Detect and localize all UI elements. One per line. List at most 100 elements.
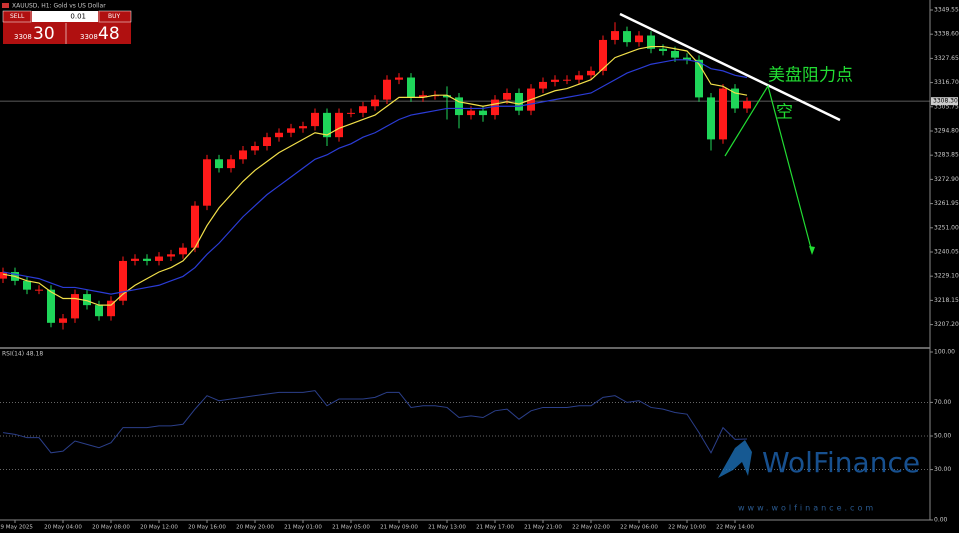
x-tick-label: 20 May 08:00: [92, 525, 130, 531]
candle-body: [359, 106, 367, 113]
candle-body: [215, 159, 223, 169]
x-tick-label: 21 May 21:00: [524, 525, 562, 531]
sell-button[interactable]: [2, 10, 32, 23]
rsi-tick-label: 30.00: [934, 466, 951, 473]
annotation: 美盘阻力点: [768, 66, 853, 86]
candle-body: [155, 256, 163, 261]
candle-body: [47, 289, 55, 323]
candle-body: [719, 88, 727, 140]
rsi-tick-label: 100.00: [934, 349, 955, 356]
candle-body: [575, 75, 583, 80]
current-price-label: 3308.30: [933, 98, 958, 105]
watermark-logo: [718, 440, 752, 478]
arrow-head: [809, 246, 815, 255]
y-tick-label: 3240.05: [934, 248, 959, 255]
x-tick-label: 21 May 01:00: [284, 525, 322, 531]
candle-body: [599, 39, 607, 71]
candle-body: [167, 254, 175, 257]
x-tick-label: 20 May 16:00: [188, 525, 226, 531]
candle-body: [35, 289, 43, 291]
candle-body: [659, 48, 667, 51]
moving-average: [2, 59, 748, 295]
candle-body: [0, 271, 7, 279]
candle-body: [131, 258, 139, 261]
x-tick-label: 21 May 05:00: [332, 525, 370, 531]
chart-title: XAUUSD, H1: Gold vs US Dollar: [12, 3, 106, 10]
y-tick-label: 3261.95: [934, 200, 959, 207]
y-tick-label: 3338.60: [934, 31, 959, 38]
flag-icon: [2, 3, 9, 8]
x-tick-label: 21 May 17:00: [476, 525, 514, 531]
candle-body: [395, 77, 403, 80]
lot-value: 0.01: [70, 13, 86, 21]
x-tick-label: 21 May 09:00: [380, 525, 418, 531]
candle-body: [347, 112, 355, 114]
candle-body: [551, 79, 559, 82]
y-tick-label: 3272.90: [934, 176, 959, 183]
candle-body: [731, 88, 739, 109]
candle-body: [251, 146, 259, 151]
x-tick-label: 22 May 06:00: [620, 525, 658, 531]
watermark-url: www.wolfinance.com: [738, 504, 876, 513]
candle-body: [275, 132, 283, 138]
candle-body: [479, 110, 487, 116]
x-tick-label: 22 May 02:00: [572, 525, 610, 531]
y-tick-label: 3327.65: [934, 55, 959, 62]
x-tick-label: 21 May 13:00: [428, 525, 466, 531]
candle-body: [515, 92, 523, 111]
candle-body: [743, 101, 751, 109]
candle-body: [647, 35, 655, 49]
candle-body: [95, 305, 103, 317]
candle-body: [563, 79, 571, 81]
candle-body: [179, 247, 187, 255]
candle-body: [335, 112, 343, 138]
rsi-label: RSI(14) 48.18: [2, 351, 43, 358]
y-tick-label: 3251.00: [934, 224, 959, 231]
sell-price-pips: 30: [33, 24, 55, 44]
candle-body: [323, 112, 331, 138]
candle-body: [539, 81, 547, 89]
x-tick-label: 22 May 14:00: [716, 525, 754, 531]
y-tick-label: 3316.70: [934, 79, 959, 86]
x-tick-label: 20 May 04:00: [44, 525, 82, 531]
candle-body: [587, 70, 595, 76]
candle-body: [683, 57, 691, 60]
y-tick-label: 3349.55: [934, 6, 959, 13]
trendline: [619, 12, 841, 122]
y-tick-label: 3305.75: [934, 103, 959, 110]
buy-price: 3308: [80, 33, 98, 41]
lot-input[interactable]: [32, 11, 98, 22]
rsi-line: [2, 390, 748, 454]
current-price-box: [931, 97, 958, 106]
candle-body: [383, 79, 391, 100]
candle-body: [503, 92, 511, 100]
candle-body: [191, 205, 199, 248]
candle-body: [419, 95, 427, 98]
candle-body: [707, 97, 715, 140]
buy-button[interactable]: [98, 10, 132, 23]
forecast-arrow: [724, 84, 813, 253]
candle-body: [203, 159, 211, 206]
candle-body: [695, 59, 703, 98]
rsi-tick-label: 50.00: [934, 433, 951, 440]
candle-body: [83, 294, 91, 306]
candle-body: [623, 31, 631, 43]
candle-body: [107, 300, 115, 317]
x-tick-label: 20 May 20:00: [236, 525, 274, 531]
candle-body: [299, 126, 307, 129]
candle-body: [407, 77, 415, 98]
candle-body: [443, 95, 451, 98]
x-tick-label: 22 May 10:00: [668, 525, 706, 531]
sell-price: 3308: [14, 33, 32, 41]
candle-body: [467, 110, 475, 116]
y-tick-label: 3229.10: [934, 273, 959, 280]
candle-body: [143, 258, 151, 261]
candle-body: [23, 280, 31, 290]
candle-body: [59, 318, 67, 323]
candle-body: [287, 128, 295, 133]
x-tick-label: 20 May 12:00: [140, 525, 178, 531]
candle-body: [491, 99, 499, 116]
buy-price-pips: 48: [98, 24, 120, 44]
